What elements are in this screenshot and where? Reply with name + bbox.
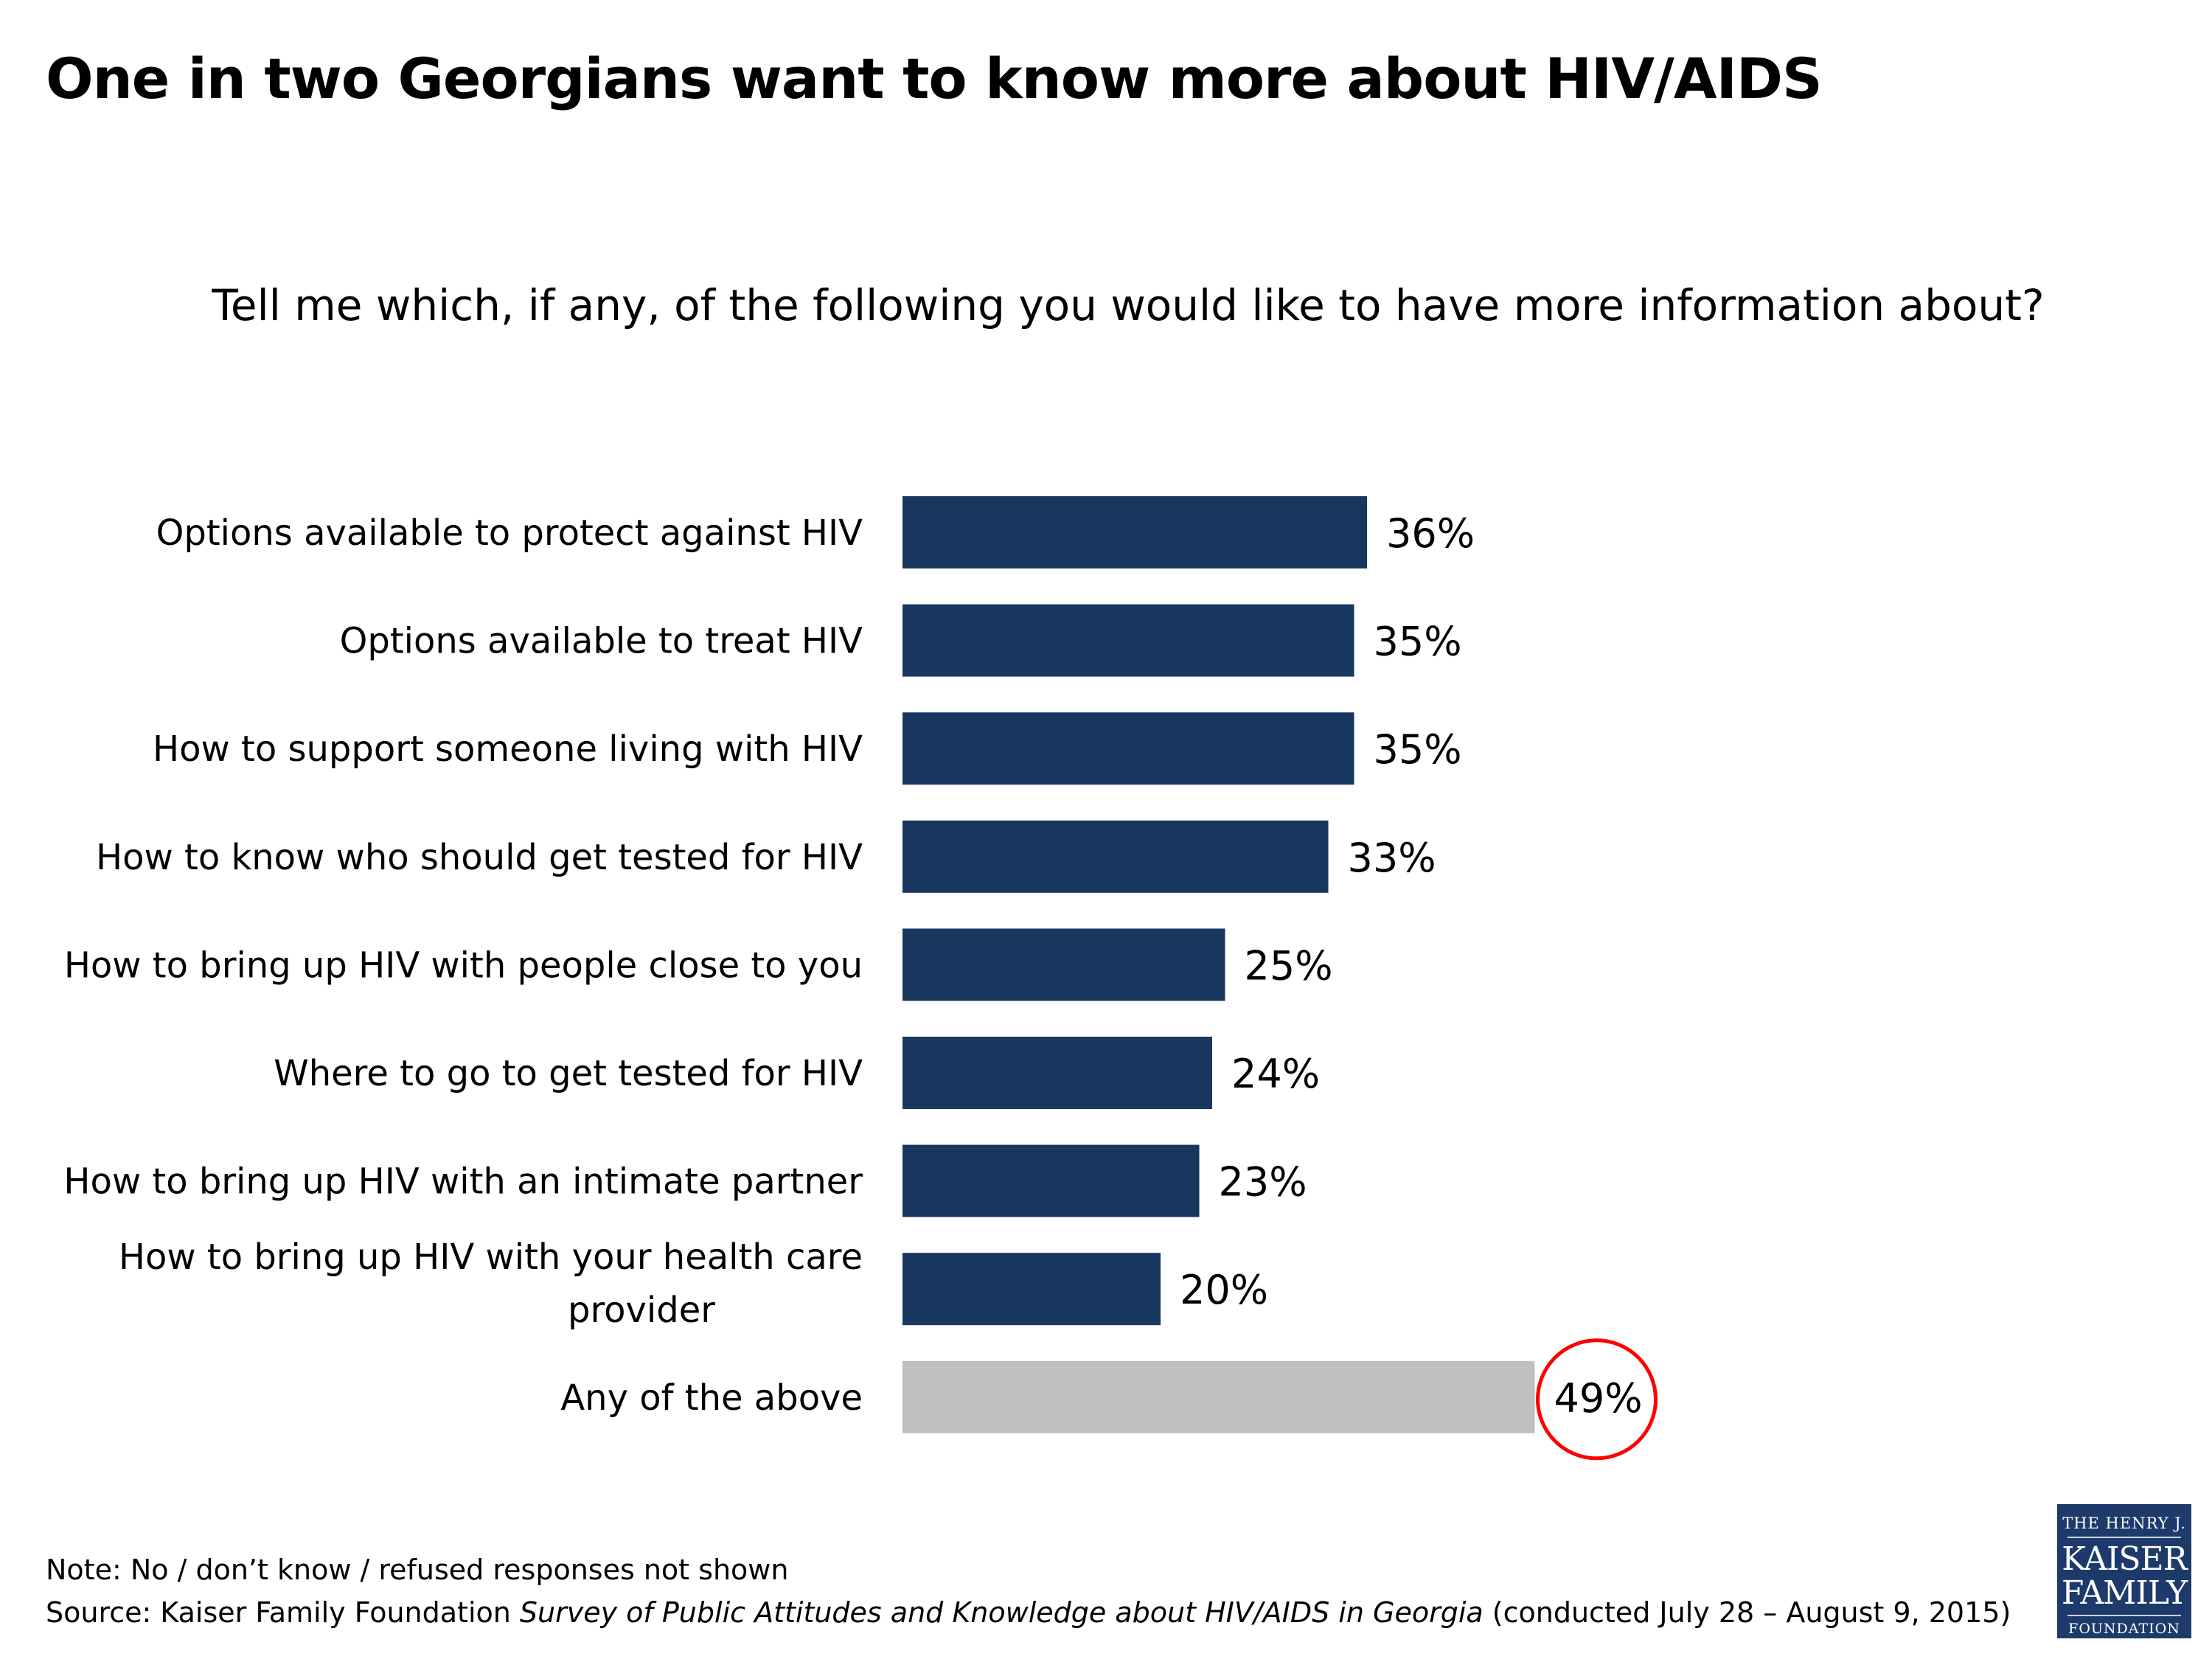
value-label: 35% [1374, 726, 1462, 773]
category-label: Options available to protect against HIV [156, 512, 863, 554]
footer-note: Note: No / don’t know / refused response… [46, 1554, 789, 1586]
value-label: 20% [1180, 1267, 1268, 1313]
category-label: How to bring up HIV with people close to… [64, 945, 863, 986]
value-label: 24% [1231, 1051, 1320, 1097]
value-label: 49% [1554, 1375, 1643, 1422]
bar [902, 1037, 1212, 1109]
category-label: Where to go to get tested for HIV [274, 1053, 863, 1094]
source-prefix: Source: Kaiser Family Foundation [46, 1596, 520, 1629]
category-label: How to bring up HIV with your health car… [119, 1237, 863, 1331]
category-label: Any of the above [560, 1377, 863, 1419]
footer-source: Source: Kaiser Family Foundation Survey … [46, 1591, 2011, 1634]
bar [902, 820, 1329, 893]
category-label: How to support someone living with HIV [153, 728, 863, 770]
source-title: Survey of Public Attitudes and Knowledge… [519, 1596, 1484, 1629]
value-label: 25% [1245, 942, 1333, 989]
logo-line-1: THE HENRY J. [2062, 1514, 2186, 1532]
category-label: How to know who should get tested for HI… [96, 837, 863, 878]
category-label: Options available to treat HIV [340, 621, 863, 662]
slide-title: One in two Georgians want to know more a… [46, 46, 1823, 111]
bar [902, 496, 1367, 568]
value-label: 23% [1219, 1159, 1307, 1206]
logo-line-2: KAISER [2062, 1540, 2188, 1578]
bar [902, 1144, 1200, 1217]
bar [902, 928, 1225, 1001]
logo-rule [2067, 1537, 2181, 1538]
value-label: 33% [1348, 835, 1436, 881]
value-label: 35% [1374, 619, 1462, 665]
bar [902, 604, 1354, 677]
footer: Note: No / don’t know / refused response… [46, 1548, 2011, 1634]
chart-question: Tell me which, if any, of the following … [212, 280, 2045, 330]
logo-line-4: FOUNDATION [2068, 1621, 2180, 1637]
logo-line-3: FAMILY [2061, 1574, 2188, 1612]
highlight-circle [1536, 1338, 1658, 1461]
logo-rule [2067, 1615, 2181, 1616]
category-label: How to bring up HIV with an intimate par… [63, 1161, 863, 1203]
source-suffix: (conducted July 28 – August 9, 2015) [1483, 1596, 2011, 1629]
bar [902, 1253, 1161, 1326]
bar-any-of-the-above [902, 1360, 1535, 1433]
kff-logo: THE HENRY J. KAISER FAMILY FOUNDATION [2057, 1504, 2191, 1638]
bar [902, 712, 1354, 785]
value-label: 36% [1386, 510, 1475, 557]
